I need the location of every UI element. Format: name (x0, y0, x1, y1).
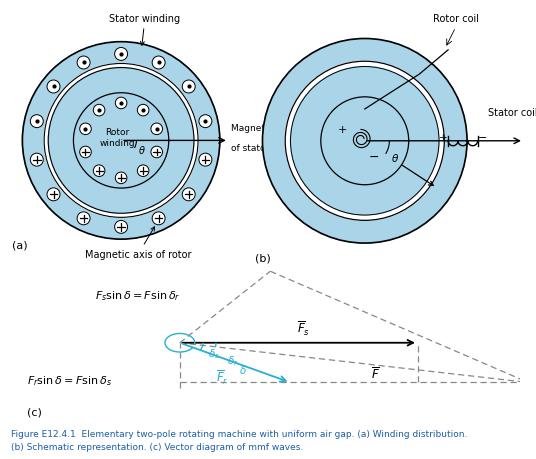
Text: −: − (369, 150, 379, 163)
Text: $\delta$: $\delta$ (240, 363, 247, 375)
Circle shape (115, 98, 127, 110)
Circle shape (182, 81, 195, 94)
Text: $\overline{F}_r$: $\overline{F}_r$ (215, 368, 228, 386)
Circle shape (77, 57, 90, 70)
Text: Figure E12.4.1  Elementary two-pole rotating machine with uniform air gap. (a) W: Figure E12.4.1 Elementary two-pole rotat… (11, 429, 467, 438)
Text: of stator: of stator (232, 144, 270, 153)
Text: (b): (b) (255, 252, 271, 263)
Circle shape (93, 166, 105, 177)
Text: $\overline{F}$: $\overline{F}$ (371, 365, 380, 381)
Circle shape (80, 124, 91, 135)
Text: Rotor coil: Rotor coil (433, 14, 479, 24)
Circle shape (23, 43, 220, 240)
Text: $\delta_r$: $\delta_r$ (227, 353, 239, 367)
Circle shape (137, 166, 149, 177)
Circle shape (115, 48, 128, 61)
Text: (a): (a) (12, 240, 28, 250)
Circle shape (151, 124, 162, 135)
Circle shape (48, 68, 194, 214)
Text: $\delta_s$: $\delta_s$ (208, 347, 220, 360)
Text: $\theta$: $\theta$ (391, 152, 399, 164)
Circle shape (44, 64, 198, 218)
Text: Stator coil: Stator coil (488, 108, 536, 118)
Circle shape (137, 105, 149, 117)
Circle shape (151, 147, 162, 158)
Text: $\overline{F}_s$: $\overline{F}_s$ (296, 320, 310, 338)
Text: Magnetic axis: Magnetic axis (232, 123, 294, 132)
Circle shape (77, 213, 90, 225)
Circle shape (115, 221, 128, 234)
Text: Magnetic axis of rotor: Magnetic axis of rotor (85, 227, 191, 260)
Text: Stator winding: Stator winding (109, 14, 181, 46)
Text: (b) Schematic representation. (c) Vector diagram of mmf waves.: (b) Schematic representation. (c) Vector… (11, 442, 303, 451)
Text: (c): (c) (27, 407, 42, 417)
Circle shape (182, 189, 195, 202)
Circle shape (47, 81, 60, 94)
Circle shape (152, 213, 165, 225)
Circle shape (93, 105, 105, 117)
Circle shape (80, 147, 91, 158)
Circle shape (263, 39, 467, 244)
Text: +: + (439, 133, 448, 143)
Text: +: + (337, 125, 347, 135)
Circle shape (199, 116, 212, 129)
Circle shape (47, 189, 60, 202)
Circle shape (199, 154, 212, 167)
Circle shape (73, 94, 169, 189)
Text: $\theta$: $\theta$ (138, 143, 145, 155)
Circle shape (31, 116, 43, 129)
Circle shape (285, 62, 444, 221)
Text: −: − (478, 133, 488, 143)
Text: Rotor
winding: Rotor winding (100, 128, 136, 147)
Circle shape (31, 154, 43, 167)
Text: $F_s \sin \delta = F \sin \delta_r$: $F_s \sin \delta = F \sin \delta_r$ (95, 289, 180, 302)
Circle shape (291, 67, 439, 216)
Text: $F_r \sin \delta = F \sin \delta_s$: $F_r \sin \delta = F \sin \delta_s$ (27, 373, 111, 387)
Circle shape (115, 173, 127, 184)
Circle shape (152, 57, 165, 70)
Circle shape (321, 98, 409, 185)
